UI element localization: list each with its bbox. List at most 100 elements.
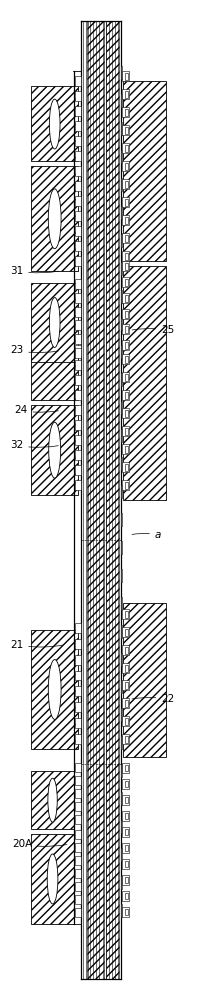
Bar [75, 856, 81, 865]
Bar [125, 781, 128, 787]
Text: 21: 21 [10, 640, 63, 650]
Bar [75, 895, 81, 904]
Bar [121, 318, 122, 330]
Bar [121, 876, 122, 889]
Bar [125, 235, 128, 242]
Bar [122, 179, 129, 189]
Bar [125, 464, 128, 471]
Text: 20A: 20A [12, 839, 67, 849]
Bar [125, 861, 128, 867]
Text: 22: 22 [132, 694, 175, 704]
Bar [122, 645, 129, 655]
Bar [125, 279, 128, 286]
Bar [125, 410, 128, 417]
Bar [125, 356, 128, 363]
Bar [125, 877, 128, 883]
Bar [121, 792, 122, 805]
Bar [122, 125, 129, 135]
Bar [75, 345, 81, 355]
Bar [31, 630, 78, 749]
Bar [125, 845, 128, 851]
Bar [122, 89, 129, 99]
Bar [75, 256, 81, 266]
Bar [121, 401, 122, 414]
Bar [121, 234, 122, 247]
Circle shape [49, 298, 60, 347]
Circle shape [49, 422, 61, 478]
Bar [122, 859, 129, 869]
Bar [122, 843, 129, 853]
Bar [121, 569, 122, 582]
Bar [121, 904, 122, 917]
Bar [75, 623, 81, 633]
Bar [122, 627, 129, 637]
Bar [75, 226, 81, 236]
Bar [125, 311, 128, 318]
Bar [122, 251, 129, 261]
Bar [125, 665, 128, 672]
Bar [75, 91, 81, 101]
Bar [125, 163, 128, 170]
Circle shape [47, 854, 58, 904]
Bar [75, 121, 81, 131]
Bar [31, 771, 74, 829]
Bar [121, 513, 122, 526]
Bar [121, 429, 122, 442]
Bar [121, 66, 122, 79]
Bar [122, 698, 129, 708]
Bar [31, 283, 78, 362]
Bar [75, 334, 81, 344]
Bar [125, 295, 128, 302]
Bar [75, 843, 81, 852]
Bar [31, 834, 74, 924]
Bar [125, 91, 128, 98]
Bar [122, 372, 129, 382]
Bar [75, 671, 81, 680]
Text: 31: 31 [10, 266, 58, 276]
Bar [121, 848, 122, 861]
Bar [125, 829, 128, 835]
Bar [75, 196, 81, 206]
Bar [75, 718, 81, 728]
Bar [75, 390, 81, 400]
Bar [125, 909, 128, 915]
Bar [122, 324, 129, 334]
Bar [122, 293, 129, 303]
Bar [125, 700, 128, 707]
Bar [122, 462, 129, 472]
Bar [121, 597, 122, 610]
Circle shape [48, 189, 61, 249]
Bar [75, 241, 81, 251]
Bar [125, 253, 128, 260]
Bar [121, 262, 122, 275]
Bar [75, 151, 81, 161]
Bar [125, 217, 128, 224]
Bar [122, 71, 129, 81]
Bar [122, 354, 129, 364]
Bar [75, 307, 81, 317]
Bar [75, 480, 81, 490]
Bar [75, 320, 81, 330]
Bar [125, 145, 128, 152]
Bar [125, 199, 128, 206]
Bar [125, 109, 128, 116]
Bar [75, 869, 81, 878]
Bar [121, 680, 122, 693]
Bar [121, 345, 122, 358]
Bar [75, 106, 81, 116]
Bar [122, 663, 129, 673]
Text: 24: 24 [14, 405, 58, 415]
Bar [122, 233, 129, 243]
Bar [125, 629, 128, 636]
Bar [125, 263, 128, 270]
Bar [123, 81, 166, 261]
Bar [75, 702, 81, 712]
Bar [121, 94, 122, 107]
Bar [122, 277, 129, 287]
Bar [125, 342, 128, 349]
Circle shape [48, 660, 61, 719]
Bar [121, 485, 122, 498]
Bar [75, 181, 81, 191]
Bar [125, 127, 128, 134]
Bar [121, 178, 122, 191]
